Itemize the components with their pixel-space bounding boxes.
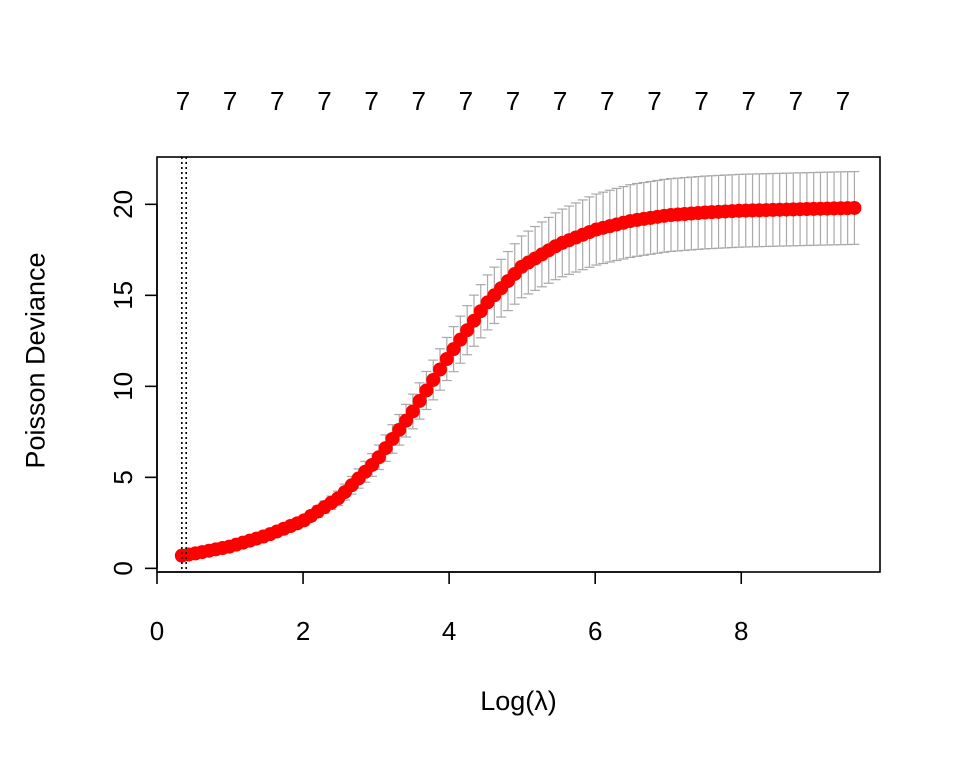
top-axis-label: 7 <box>270 86 284 116</box>
y-tick-label: 5 <box>108 470 138 484</box>
reference-lines <box>181 157 188 572</box>
top-axis-label: 7 <box>459 86 473 116</box>
top-axis-label: 7 <box>506 86 520 116</box>
top-axis-label: 7 <box>647 86 661 116</box>
y-tick-label: 15 <box>108 281 138 310</box>
y-axis: 0 5 10 15 20 <box>108 190 158 576</box>
top-axis-label: 7 <box>836 86 850 116</box>
data-point <box>433 362 448 377</box>
top-axis-label: 7 <box>364 86 378 116</box>
y-tick-label: 20 <box>108 190 138 219</box>
y-tick-label: 10 <box>108 372 138 401</box>
top-axis-label: 7 <box>600 86 614 116</box>
top-axis-label: 7 <box>553 86 567 116</box>
top-axis-label: 7 <box>789 86 803 116</box>
x-tick-label: 8 <box>734 616 748 646</box>
x-tick-label: 0 <box>150 616 164 646</box>
data-point <box>405 404 420 419</box>
data-point <box>426 372 441 387</box>
x-axis-title: Log(λ) <box>480 686 557 716</box>
top-axis-label: 7 <box>741 86 755 116</box>
x-tick-label: 6 <box>588 616 602 646</box>
top-axis-label: 7 <box>317 86 331 116</box>
y-tick-label: 0 <box>108 561 138 575</box>
y-axis-title: Poisson Deviance <box>20 252 50 468</box>
top-axis-label: 7 <box>694 86 708 116</box>
top-axis-label: 7 <box>176 86 190 116</box>
x-tick-label: 2 <box>296 616 310 646</box>
data-point <box>412 393 427 408</box>
x-axis: 0 2 4 6 8 <box>150 571 748 646</box>
top-axis-label: 7 <box>223 86 237 116</box>
data-point <box>439 351 454 366</box>
mean-deviance-points <box>174 200 862 563</box>
plot-frame <box>156 156 881 573</box>
x-tick-label: 4 <box>442 616 456 646</box>
top-axis-labels: 7 7 7 7 7 7 7 7 7 7 7 7 7 7 7 <box>176 86 850 116</box>
data-point <box>419 383 434 398</box>
data-point <box>847 200 862 215</box>
top-axis-label: 7 <box>411 86 425 116</box>
error-bars <box>176 170 860 558</box>
